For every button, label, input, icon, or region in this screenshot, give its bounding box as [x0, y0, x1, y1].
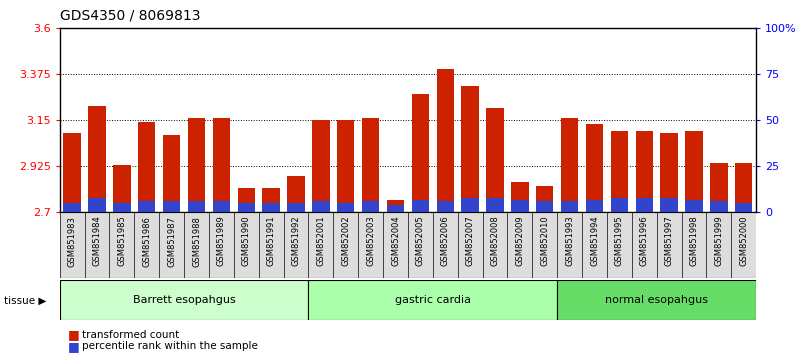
- Bar: [362, 118, 380, 212]
- Bar: [611, 131, 628, 212]
- Text: tissue ▶: tissue ▶: [4, 296, 46, 306]
- Text: GSM852004: GSM852004: [391, 216, 400, 266]
- Text: GSM852002: GSM852002: [341, 216, 350, 266]
- Bar: [188, 201, 205, 212]
- Text: GSM851989: GSM851989: [217, 216, 226, 267]
- Bar: [412, 94, 429, 212]
- Bar: [635, 198, 653, 212]
- Bar: [387, 205, 404, 212]
- Text: GSM851983: GSM851983: [68, 216, 76, 267]
- Bar: [486, 108, 504, 212]
- Text: GSM851990: GSM851990: [242, 216, 251, 266]
- Bar: [586, 200, 603, 212]
- Text: GSM851993: GSM851993: [565, 216, 574, 267]
- Bar: [237, 203, 255, 212]
- Bar: [163, 135, 181, 212]
- Bar: [263, 188, 280, 212]
- Bar: [312, 120, 330, 212]
- Text: GSM852005: GSM852005: [416, 216, 425, 266]
- Text: GSM851984: GSM851984: [92, 216, 102, 267]
- Bar: [113, 203, 131, 212]
- Bar: [710, 201, 728, 212]
- Text: GSM852003: GSM852003: [366, 216, 375, 267]
- Text: GSM852007: GSM852007: [466, 216, 474, 267]
- Text: GSM851988: GSM851988: [192, 216, 201, 267]
- Bar: [287, 203, 305, 212]
- Bar: [561, 201, 579, 212]
- Bar: [60, 280, 308, 320]
- Text: GSM852006: GSM852006: [441, 216, 450, 267]
- Bar: [263, 203, 280, 212]
- Bar: [486, 198, 504, 212]
- Bar: [337, 203, 354, 212]
- Bar: [536, 201, 553, 212]
- Bar: [387, 200, 404, 212]
- Text: normal esopahgus: normal esopahgus: [605, 295, 708, 305]
- Bar: [611, 198, 628, 212]
- Bar: [138, 122, 155, 212]
- Bar: [308, 280, 557, 320]
- Bar: [685, 131, 703, 212]
- Bar: [237, 188, 255, 212]
- Bar: [213, 118, 230, 212]
- Text: GSM851996: GSM851996: [640, 216, 649, 267]
- Bar: [64, 133, 81, 212]
- Bar: [287, 176, 305, 212]
- Bar: [586, 125, 603, 212]
- Bar: [88, 198, 106, 212]
- Bar: [462, 198, 479, 212]
- Bar: [188, 118, 205, 212]
- Bar: [436, 201, 454, 212]
- Bar: [213, 201, 230, 212]
- Bar: [557, 280, 756, 320]
- Bar: [337, 120, 354, 212]
- Bar: [635, 131, 653, 212]
- Bar: [685, 200, 703, 212]
- Bar: [64, 203, 81, 212]
- Text: GSM851987: GSM851987: [167, 216, 176, 267]
- Bar: [536, 186, 553, 212]
- Bar: [362, 201, 380, 212]
- Text: GSM852001: GSM852001: [316, 216, 326, 266]
- Text: GSM851998: GSM851998: [689, 216, 699, 267]
- Text: Barrett esopahgus: Barrett esopahgus: [133, 295, 236, 305]
- Text: GSM851999: GSM851999: [714, 216, 724, 266]
- Bar: [138, 201, 155, 212]
- Text: GSM852009: GSM852009: [515, 216, 525, 266]
- Bar: [113, 165, 131, 212]
- Text: GSM852008: GSM852008: [490, 216, 500, 267]
- Bar: [312, 201, 330, 212]
- Text: ■: ■: [68, 328, 80, 341]
- Bar: [511, 182, 529, 212]
- Text: GSM851994: GSM851994: [590, 216, 599, 266]
- Text: GSM851986: GSM851986: [142, 216, 151, 267]
- Bar: [710, 163, 728, 212]
- Text: ■: ■: [68, 340, 80, 353]
- Bar: [735, 203, 752, 212]
- Text: gastric cardia: gastric cardia: [395, 295, 470, 305]
- Text: GSM851997: GSM851997: [665, 216, 673, 267]
- Text: GSM851991: GSM851991: [267, 216, 275, 266]
- Text: GSM852000: GSM852000: [739, 216, 748, 266]
- Text: GDS4350 / 8069813: GDS4350 / 8069813: [60, 9, 201, 23]
- Bar: [561, 118, 579, 212]
- Text: GSM851992: GSM851992: [291, 216, 301, 266]
- Bar: [661, 198, 678, 212]
- Bar: [412, 200, 429, 212]
- Bar: [511, 200, 529, 212]
- Bar: [462, 86, 479, 212]
- Text: GSM851995: GSM851995: [615, 216, 624, 266]
- Bar: [735, 163, 752, 212]
- Text: transformed count: transformed count: [82, 330, 179, 339]
- Text: percentile rank within the sample: percentile rank within the sample: [82, 341, 258, 351]
- Bar: [661, 133, 678, 212]
- Bar: [436, 69, 454, 212]
- Text: GSM851985: GSM851985: [117, 216, 127, 267]
- Bar: [88, 106, 106, 212]
- Bar: [163, 201, 181, 212]
- Text: GSM852010: GSM852010: [540, 216, 549, 266]
